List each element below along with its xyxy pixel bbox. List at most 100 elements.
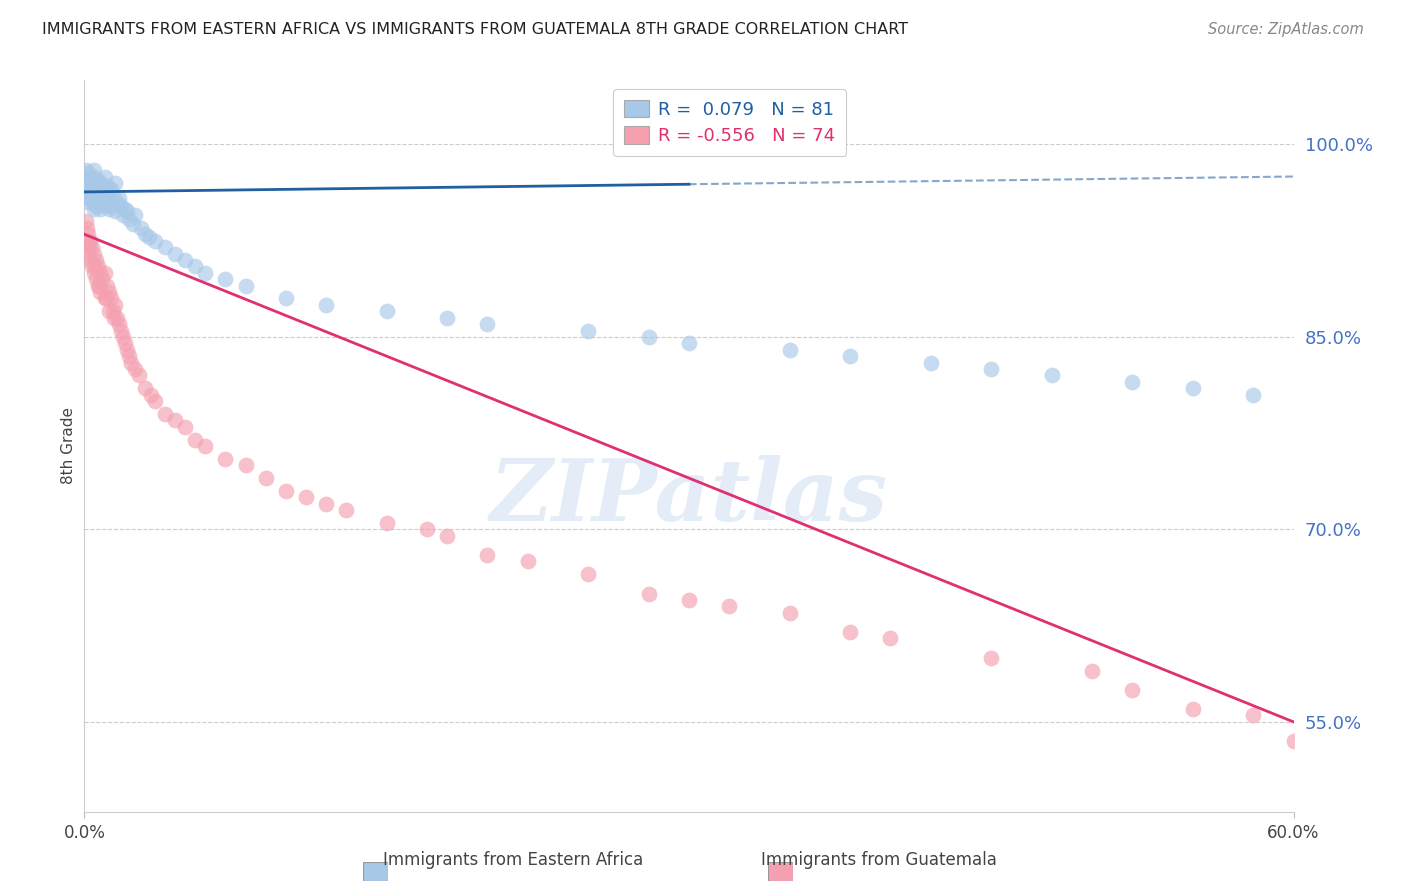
Point <box>1241 387 1264 401</box>
Point <box>295 491 318 505</box>
Point <box>83 266 105 280</box>
Point <box>86 176 108 190</box>
Point <box>84 260 107 274</box>
Point <box>79 173 101 187</box>
Point <box>128 368 150 383</box>
Point <box>153 240 176 254</box>
Point <box>89 266 111 280</box>
Point <box>104 176 127 190</box>
Point <box>97 285 120 299</box>
Point <box>134 227 156 242</box>
Point <box>1121 682 1143 697</box>
Point <box>97 182 120 196</box>
Point <box>129 220 152 235</box>
Text: Immigrants from Eastern Africa: Immigrants from Eastern Africa <box>382 851 644 869</box>
Point <box>118 349 141 363</box>
Point <box>194 266 217 280</box>
Point <box>93 266 115 280</box>
Point <box>77 176 100 190</box>
Text: ZIPatlas: ZIPatlas <box>489 456 889 539</box>
Point <box>93 188 115 202</box>
Point <box>87 195 110 210</box>
Point <box>79 185 101 199</box>
Point <box>1241 708 1264 723</box>
Point <box>82 176 104 190</box>
Point <box>184 433 207 447</box>
Point <box>79 240 101 254</box>
Point <box>75 169 97 184</box>
Point <box>779 606 801 620</box>
Point <box>83 188 105 202</box>
Point <box>79 191 101 205</box>
Point <box>93 199 115 213</box>
Text: Immigrants from Guatemala: Immigrants from Guatemala <box>761 851 997 869</box>
Point <box>93 292 115 306</box>
Point <box>1121 375 1143 389</box>
Point <box>76 172 98 186</box>
Point <box>87 178 110 193</box>
Point <box>91 186 114 201</box>
Point <box>96 178 118 193</box>
Point <box>214 272 236 286</box>
Point <box>89 278 111 293</box>
Point <box>920 355 942 369</box>
Point <box>76 220 98 235</box>
Point <box>82 240 104 254</box>
Point <box>105 310 128 325</box>
Point <box>75 188 97 202</box>
Point <box>174 252 197 267</box>
Point <box>335 503 357 517</box>
Point <box>194 439 217 453</box>
Point <box>235 458 257 473</box>
Point <box>79 234 101 248</box>
Point <box>82 195 104 210</box>
Point <box>416 523 439 537</box>
Point <box>82 193 104 207</box>
Point <box>77 195 100 210</box>
Point <box>89 176 111 190</box>
Point <box>93 169 115 184</box>
Point <box>174 419 197 434</box>
Point <box>101 188 124 202</box>
Point <box>75 214 97 228</box>
Point <box>86 252 108 267</box>
Point <box>89 182 111 196</box>
Point <box>105 195 128 210</box>
Point <box>83 246 105 260</box>
Point <box>87 278 110 293</box>
Point <box>77 166 100 180</box>
Point <box>75 234 97 248</box>
Point <box>375 516 398 530</box>
Point <box>1181 702 1204 716</box>
Point <box>100 182 122 196</box>
Point <box>637 330 659 344</box>
Point <box>80 179 103 194</box>
Point <box>678 593 700 607</box>
Point <box>107 317 129 331</box>
Point <box>375 304 398 318</box>
Point <box>315 298 337 312</box>
Text: Source: ZipAtlas.com: Source: ZipAtlas.com <box>1208 22 1364 37</box>
Point <box>86 199 108 213</box>
Point <box>165 413 187 427</box>
Point <box>254 471 277 485</box>
Point <box>718 599 741 614</box>
Point <box>637 586 659 600</box>
Point <box>436 529 458 543</box>
Point <box>82 182 104 196</box>
Point <box>114 202 136 216</box>
Point <box>82 260 104 274</box>
Point <box>115 343 138 357</box>
Point <box>118 211 141 226</box>
Point <box>75 163 97 178</box>
Text: IMMIGRANTS FROM EASTERN AFRICA VS IMMIGRANTS FROM GUATEMALA 8TH GRADE CORRELATIO: IMMIGRANTS FROM EASTERN AFRICA VS IMMIGR… <box>42 22 908 37</box>
Point <box>83 163 105 178</box>
Point <box>143 234 166 248</box>
Point <box>274 483 297 498</box>
Point <box>120 355 142 369</box>
Legend: R =  0.079   N = 81, R = -0.556   N = 74: R = 0.079 N = 81, R = -0.556 N = 74 <box>613 89 846 156</box>
Point <box>124 362 146 376</box>
Point <box>139 387 162 401</box>
Point <box>89 202 111 216</box>
Point <box>104 298 127 312</box>
